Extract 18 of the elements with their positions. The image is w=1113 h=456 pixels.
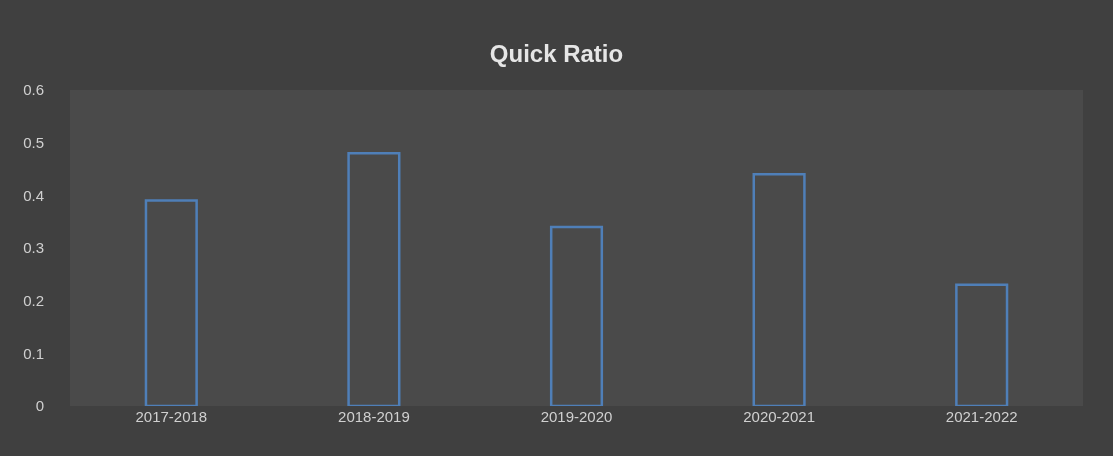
x-tick-label: 2017-2018 (135, 408, 208, 425)
y-tick-label: 0.6 (23, 81, 44, 99)
y-tick-label: 0.1 (23, 344, 44, 362)
y-tick-label: 0.5 (23, 133, 44, 151)
y-tick-label: 0.2 (23, 291, 44, 309)
x-tick-label: 2018-2019 (338, 408, 410, 425)
bar (955, 283, 1009, 406)
y-tick-label: 0.3 (23, 239, 44, 257)
x-tick-label: 2021-2022 (945, 408, 1018, 425)
chart-title: Quick Ratio (489, 40, 624, 68)
bar (549, 225, 604, 406)
x-tick-label: 2020-2021 (743, 408, 815, 425)
y-tick-label: 0.4 (23, 186, 44, 204)
bar (347, 151, 401, 406)
bar (752, 173, 806, 406)
y-tick-label: 0 (35, 397, 44, 415)
x-tick-label: 2019-2020 (540, 408, 613, 425)
bar (144, 199, 198, 406)
